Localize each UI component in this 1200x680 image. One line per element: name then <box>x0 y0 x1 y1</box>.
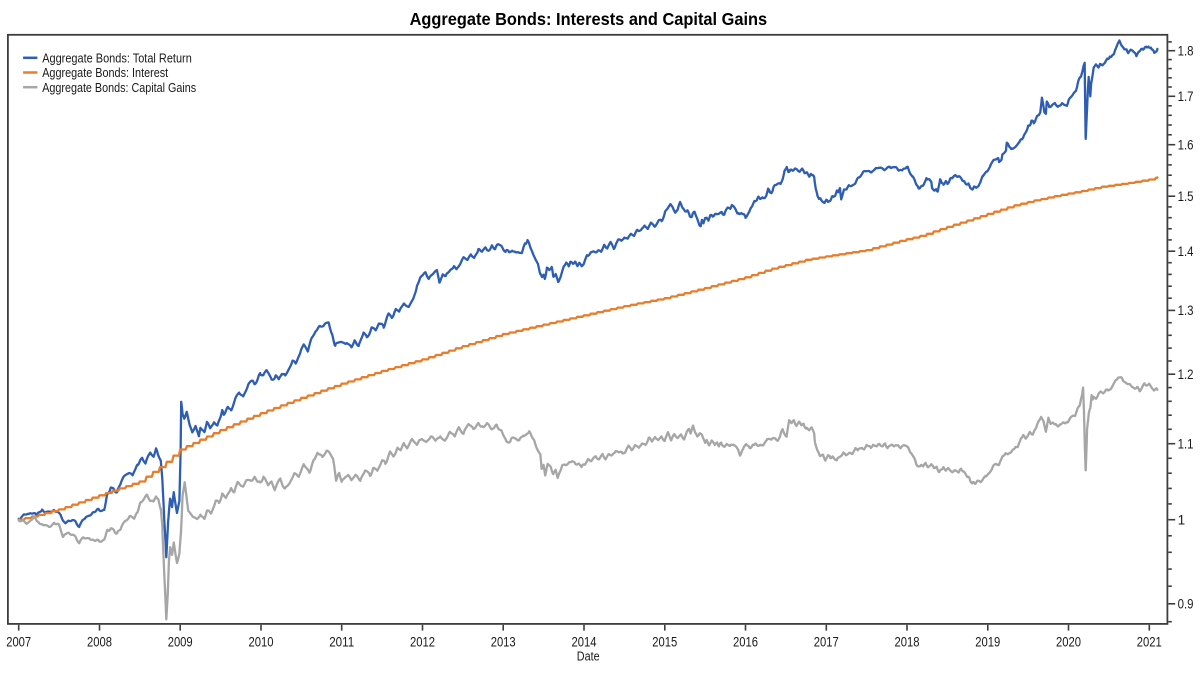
svg-text:0.9: 0.9 <box>1178 597 1194 612</box>
svg-text:Aggregate Bonds: Capital Gains: Aggregate Bonds: Capital Gains <box>42 80 196 95</box>
svg-text:1.3: 1.3 <box>1178 303 1194 318</box>
svg-text:2014: 2014 <box>572 634 597 649</box>
svg-text:2017: 2017 <box>814 634 839 649</box>
svg-text:1.1: 1.1 <box>1178 437 1194 452</box>
svg-text:2018: 2018 <box>895 634 920 649</box>
svg-text:Date: Date <box>577 649 600 664</box>
svg-text:2020: 2020 <box>1056 634 1081 649</box>
svg-text:1.7: 1.7 <box>1178 89 1194 104</box>
svg-text:1: 1 <box>1178 513 1186 528</box>
svg-text:2013: 2013 <box>491 634 516 649</box>
svg-text:1.8: 1.8 <box>1178 44 1194 59</box>
svg-text:Aggregate Bonds: Total Return: Aggregate Bonds: Total Return <box>42 50 192 65</box>
svg-text:2012: 2012 <box>410 634 435 649</box>
svg-text:2021: 2021 <box>1137 634 1162 649</box>
svg-text:1.4: 1.4 <box>1178 244 1194 259</box>
svg-text:2009: 2009 <box>168 634 193 649</box>
svg-text:Aggregate Bonds: Interests and: Aggregate Bonds: Interests and Capital G… <box>410 9 768 29</box>
svg-text:2016: 2016 <box>733 634 758 649</box>
svg-text:2015: 2015 <box>652 634 677 649</box>
svg-text:1.6: 1.6 <box>1178 138 1194 153</box>
svg-text:1.5: 1.5 <box>1178 189 1194 204</box>
svg-text:2019: 2019 <box>975 634 1000 649</box>
svg-text:Aggregate Bonds: Interest: Aggregate Bonds: Interest <box>42 65 168 80</box>
svg-text:2010: 2010 <box>249 634 274 649</box>
svg-text:1.2: 1.2 <box>1178 367 1194 382</box>
svg-text:2007: 2007 <box>6 634 31 649</box>
svg-text:2011: 2011 <box>329 634 354 649</box>
svg-text:2008: 2008 <box>87 634 112 649</box>
